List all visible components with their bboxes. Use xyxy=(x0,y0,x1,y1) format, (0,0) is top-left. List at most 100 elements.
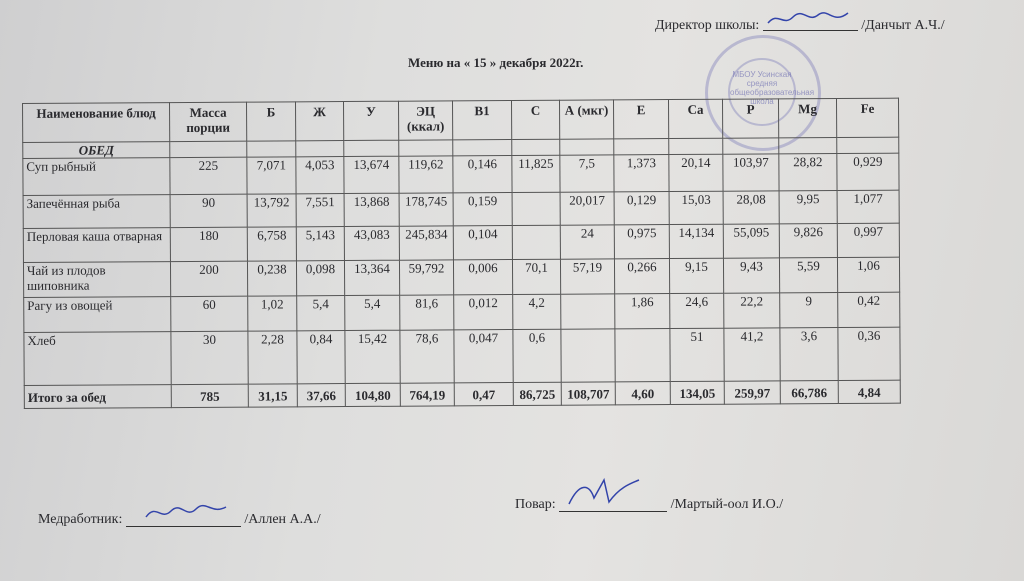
table-cell: 1,077 xyxy=(837,190,900,224)
column-header: Б xyxy=(246,101,296,142)
table-cell: 22,2 xyxy=(723,292,780,329)
table-cell xyxy=(560,293,615,330)
total-cell: 4,60 xyxy=(615,381,671,405)
table-cell: 0,159 xyxy=(453,192,513,226)
table-cell: 0,129 xyxy=(614,191,670,225)
table-cell: 11,825 xyxy=(511,155,561,193)
dish-name: Перловая каша отварная xyxy=(23,227,171,263)
table-row: Рагу из овощей 60 1,02 5,4 5,4 81,6 0,012 4,2 1,… xyxy=(23,292,900,333)
column-header: А (мкг) xyxy=(559,99,614,140)
table-cell: 0,098 xyxy=(296,260,345,296)
total-cell: 31,15 xyxy=(248,383,298,408)
section-label: ОБЕД xyxy=(22,141,170,159)
column-header: Масса порции xyxy=(169,102,247,142)
table-cell: 57,19 xyxy=(560,258,615,295)
table-cell: 245,834 xyxy=(399,225,454,261)
table-cell: 7,071 xyxy=(246,156,297,195)
table-cell: 24,6 xyxy=(669,293,724,329)
column-header: ЭЦ (ккал) xyxy=(398,100,453,141)
column-header: С xyxy=(511,100,560,140)
cook-signature xyxy=(559,477,668,512)
cook-name: /Мартый-оол И.О./ xyxy=(670,497,784,512)
table-cell: 13,674 xyxy=(343,156,400,194)
table-cell: 78,6 xyxy=(399,329,455,384)
table-cell: 51 xyxy=(669,328,725,382)
table-cell: 4,2 xyxy=(512,294,561,330)
table-cell: 0,146 xyxy=(452,155,513,193)
column-header: У xyxy=(343,101,399,141)
table-cell: 180 xyxy=(170,227,248,262)
table-row: Хлеб 30 2,28 0,84 15,42 78,6 0,047 0,6 51 41,2 3,6… xyxy=(23,327,901,386)
table-cell: 55,095 xyxy=(723,223,780,259)
column-header: Ж xyxy=(295,101,344,141)
table-cell: 7,551 xyxy=(296,193,345,227)
table-cell xyxy=(778,137,837,154)
director-signature xyxy=(762,12,858,31)
table-cell: 0,84 xyxy=(296,330,346,384)
cook-label: Повар: xyxy=(515,497,556,512)
table-cell: 28,82 xyxy=(778,153,838,191)
table-cell: 0,6 xyxy=(512,329,562,383)
total-cell: 4,84 xyxy=(838,380,901,404)
total-cell: 0,47 xyxy=(454,382,514,406)
table-cell xyxy=(246,140,296,158)
table-cell: 178,745 xyxy=(399,192,454,227)
table-cell xyxy=(836,137,899,154)
table-cell xyxy=(613,138,669,155)
table-cell xyxy=(452,139,512,156)
table-cell: 4,053 xyxy=(295,156,345,194)
table-cell: 0,006 xyxy=(453,259,513,295)
table-cell: 1,06 xyxy=(837,257,900,293)
dish-name: Рагу из овощей xyxy=(23,296,171,333)
director-name: /Данчыт А.Ч./ xyxy=(861,18,945,33)
menu-title: Меню на « 15 » декабря 2022г. xyxy=(408,55,584,70)
column-header: Р xyxy=(722,98,779,139)
table-cell: 7,5 xyxy=(559,154,615,193)
table-cell: 0,997 xyxy=(837,223,900,258)
table-cell: 90 xyxy=(170,194,248,228)
table-cell: 5,4 xyxy=(296,295,345,331)
table-cell: 1,02 xyxy=(247,295,297,332)
total-cell: 785 xyxy=(171,384,249,408)
table-cell: 103,97 xyxy=(722,153,780,192)
total-cell: 764,19 xyxy=(400,382,455,407)
medic-label: Медработник: xyxy=(38,512,123,527)
dish-name: Запечённая рыба xyxy=(23,194,171,229)
table-cell: 13,868 xyxy=(344,193,400,227)
medic-name: /Аллен А.А./ xyxy=(244,512,321,527)
table-cell: 70,1 xyxy=(512,259,561,295)
total-row: Итого за обед 785 31,15 37,66 104,80 764,19 0,… xyxy=(24,380,901,409)
table-cell xyxy=(722,137,779,155)
table-cell: 0,238 xyxy=(247,260,297,297)
table-cell: 5,59 xyxy=(779,257,838,293)
table-cell: 3,6 xyxy=(779,327,839,381)
medic-signature xyxy=(125,504,241,527)
table-cell: 30 xyxy=(170,331,249,385)
table-cell: 15,03 xyxy=(669,191,724,225)
table-cell: 81,6 xyxy=(399,294,454,331)
table-cell: 14,134 xyxy=(669,224,724,259)
table-cell: 59,792 xyxy=(399,259,454,296)
table-cell: 0,104 xyxy=(453,225,513,260)
table-cell: 2,28 xyxy=(247,330,298,385)
table-cell: 13,364 xyxy=(344,260,400,296)
column-header: Mg xyxy=(778,98,837,138)
table-cell: 0,047 xyxy=(453,329,514,383)
table-cell: 0,42 xyxy=(837,292,900,328)
table-cell: 200 xyxy=(170,261,248,297)
total-cell: 37,66 xyxy=(297,383,346,407)
table-cell: 9,15 xyxy=(669,258,724,294)
table-cell xyxy=(560,328,616,383)
cook-signature-line: Повар: /Мартый-оол И.О./ xyxy=(515,477,784,513)
dish-name: Чай из плодов шиповника xyxy=(23,261,171,298)
dish-name: Хлеб xyxy=(23,331,172,386)
dish-name: Суп рыбный xyxy=(22,157,171,196)
table-cell xyxy=(668,138,723,155)
table-cell xyxy=(559,138,614,156)
table-cell: 9,95 xyxy=(779,190,838,224)
table-cell: 43,083 xyxy=(344,226,400,261)
table-cell: 60 xyxy=(170,296,248,332)
table-cell xyxy=(398,139,453,157)
total-cell: 259,97 xyxy=(724,380,781,405)
table-cell: 0,929 xyxy=(836,153,900,191)
